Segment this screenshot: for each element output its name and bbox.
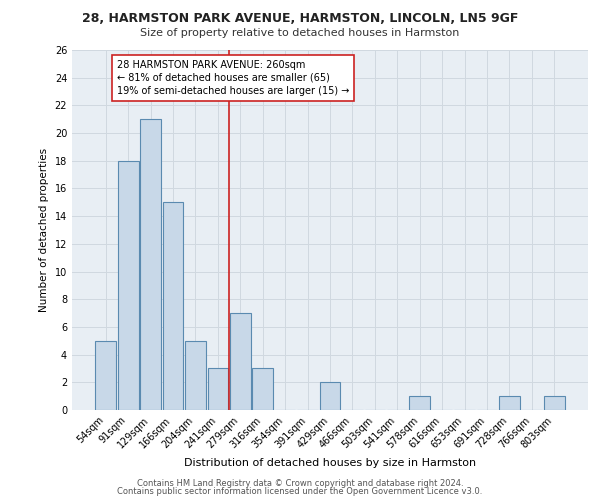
X-axis label: Distribution of detached houses by size in Harmston: Distribution of detached houses by size … [184,458,476,468]
Text: Contains public sector information licensed under the Open Government Licence v3: Contains public sector information licen… [118,487,482,496]
Bar [140,119,161,410]
Bar [230,313,251,410]
Bar [185,341,206,410]
Bar [163,202,184,410]
Bar [208,368,228,410]
Y-axis label: Number of detached properties: Number of detached properties [39,148,49,312]
Bar [544,396,565,410]
Text: 28 HARMSTON PARK AVENUE: 260sqm
← 81% of detached houses are smaller (65)
19% of: 28 HARMSTON PARK AVENUE: 260sqm ← 81% of… [117,60,349,96]
Bar [253,368,273,410]
Text: Contains HM Land Registry data © Crown copyright and database right 2024.: Contains HM Land Registry data © Crown c… [137,478,463,488]
Bar [409,396,430,410]
Bar [118,161,139,410]
Bar [320,382,340,410]
Bar [95,341,116,410]
Bar [499,396,520,410]
Text: 28, HARMSTON PARK AVENUE, HARMSTON, LINCOLN, LN5 9GF: 28, HARMSTON PARK AVENUE, HARMSTON, LINC… [82,12,518,26]
Text: Size of property relative to detached houses in Harmston: Size of property relative to detached ho… [140,28,460,38]
